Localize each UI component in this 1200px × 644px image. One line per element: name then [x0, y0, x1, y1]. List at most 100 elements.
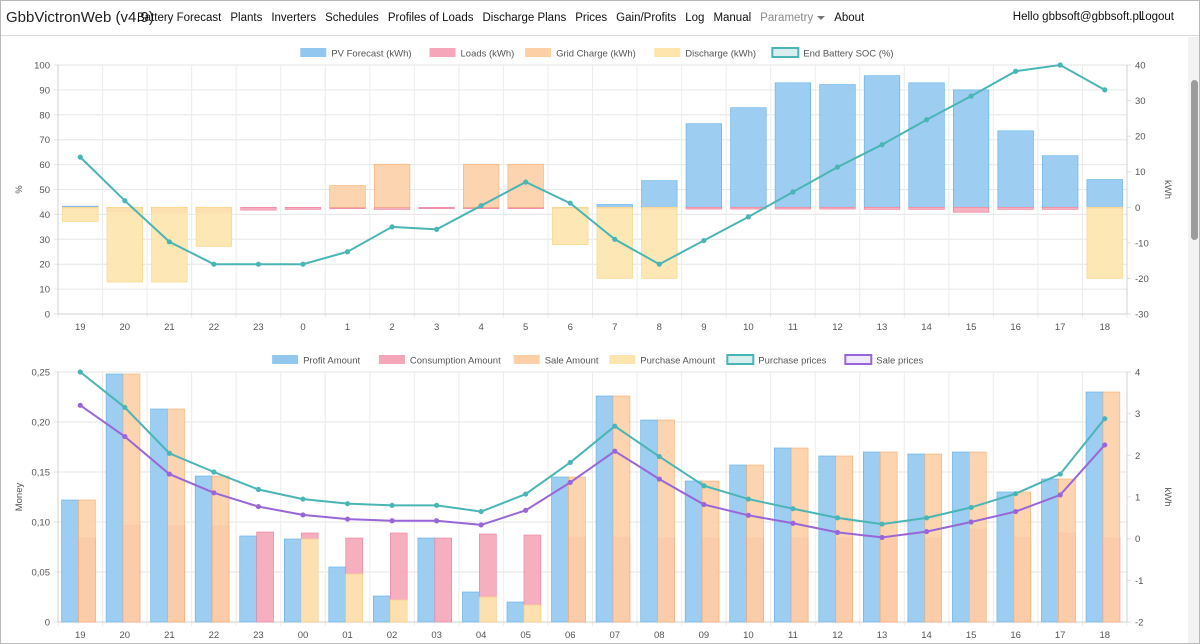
y-tick-right: -30 — [1135, 310, 1149, 321]
legend-swatch-profit-amount — [272, 355, 299, 364]
point-sale-prices — [567, 479, 573, 486]
point-end-battery-soc — [478, 203, 484, 209]
nav-battery-forecast[interactable]: Battery Forecast — [137, 12, 222, 24]
point-sale-prices — [834, 529, 841, 536]
legend-label-pv-forecast-kwh: PV Forecast (kWh) — [331, 49, 411, 60]
x-tick-label: 19 — [75, 630, 86, 641]
x-tick-label: 22 — [209, 322, 220, 333]
nav-inverters[interactable]: Inverters — [271, 12, 317, 24]
point-purchase-prices — [300, 496, 306, 502]
point-end-battery-soc — [344, 249, 351, 255]
point-sale-prices — [1102, 442, 1108, 448]
point-end-battery-soc — [300, 261, 306, 267]
point-sale-prices — [745, 512, 751, 518]
point-sale-prices — [612, 448, 618, 454]
navbar: GbbVictronWeb (v4.9) Battery Forecast Pl… — [0, 0, 1200, 36]
y-tick-right: 4 — [1135, 368, 1140, 379]
point-end-battery-soc — [968, 93, 974, 99]
point-purchase-prices — [389, 502, 395, 508]
brand-link[interactable]: GbbVictronWeb (v4.9) — [6, 9, 154, 26]
x-tick-label: 23 — [253, 322, 264, 333]
bar-discharge-kwh — [596, 206, 633, 279]
y-tick-left: 0 — [45, 618, 50, 629]
bar-loads-kwh — [863, 206, 901, 210]
bar-profit-amount — [462, 591, 480, 623]
x-tick-label: 5 — [523, 322, 528, 333]
point-purchase-prices — [968, 504, 974, 511]
x-tick-label: 14 — [921, 322, 932, 333]
point-sale-prices — [77, 402, 83, 408]
y-tick-left: 0,05 — [32, 568, 51, 579]
bar-pv-forecast-kwh — [952, 89, 990, 208]
nav-prices[interactable]: Prices — [575, 12, 608, 24]
point-sale-prices — [389, 518, 395, 524]
legend-swatch-sale-amount — [513, 355, 540, 364]
bar-sale-amount — [835, 455, 853, 623]
bar-sale-amount — [1058, 478, 1076, 623]
nav-discharge-plans[interactable]: Discharge Plans — [482, 12, 567, 24]
point-end-battery-soc — [656, 261, 662, 267]
nav-log[interactable]: Log — [685, 12, 705, 24]
x-tick-label: 09 — [699, 630, 710, 641]
point-end-battery-soc — [1057, 62, 1063, 68]
y-tick-left: 80 — [39, 110, 50, 121]
point-purchase-prices — [523, 491, 529, 497]
scrollbar-thumb[interactable] — [1191, 80, 1198, 240]
y-tick-right: 10 — [1135, 167, 1146, 178]
x-tick-label: 19 — [75, 322, 86, 333]
bar-sale-amount — [924, 453, 943, 623]
x-tick-label: 18 — [1099, 630, 1110, 641]
y-tick-left: 30 — [39, 235, 50, 246]
y-tick-right: -2 — [1135, 618, 1143, 629]
nav-manual[interactable]: Manual — [713, 12, 752, 24]
bar-pv-forecast-kwh — [863, 75, 901, 208]
nav-parametry-label: Parametry — [760, 12, 814, 24]
point-sale-prices — [255, 503, 262, 510]
nav-gain-profits[interactable]: Gain/Profits — [616, 12, 677, 24]
x-tick-label: 06 — [565, 630, 576, 641]
nav-parametry-dropdown[interactable]: Parametry — [760, 12, 826, 24]
point-purchase-prices — [77, 369, 83, 375]
point-end-battery-soc — [122, 198, 128, 204]
bar-sale-amount — [211, 475, 230, 623]
y-tick-right: -20 — [1135, 274, 1149, 285]
bar-sale-amount — [568, 476, 586, 623]
bar-pv-forecast-kwh — [685, 123, 722, 208]
point-end-battery-soc — [434, 226, 440, 232]
nav-schedules[interactable]: Schedules — [325, 12, 379, 24]
bar-loads-kwh — [418, 206, 455, 210]
x-tick-label: 17 — [1055, 630, 1066, 641]
y-tick-left: 100 — [34, 61, 50, 72]
point-purchase-prices — [1057, 471, 1063, 477]
bar-purchase-amount — [300, 538, 319, 623]
point-end-battery-soc — [745, 214, 751, 220]
x-tick-label: 16 — [1010, 322, 1021, 333]
bar-loads-kwh — [730, 206, 767, 210]
point-end-battery-soc — [1013, 68, 1019, 74]
x-tick-label: 2 — [389, 322, 394, 333]
x-tick-label: 12 — [832, 322, 843, 333]
nav-profiles-of-loads[interactable]: Profiles of Loads — [387, 12, 474, 24]
bar-profit-amount — [61, 499, 79, 623]
x-tick-label: 04 — [476, 630, 487, 641]
y-tick-right: 3 — [1135, 409, 1140, 420]
bar-profit-amount — [283, 538, 302, 623]
point-end-battery-soc — [923, 117, 930, 123]
y-tick-right: 2 — [1135, 451, 1140, 462]
x-tick-label: 7 — [612, 322, 617, 333]
nav-about[interactable]: About — [834, 12, 865, 24]
bar-loads-kwh — [373, 206, 411, 210]
bar-pv-forecast-kwh — [908, 82, 945, 208]
bar-sale-amount — [1102, 391, 1121, 623]
x-tick-label: 18 — [1099, 322, 1110, 333]
nav-plants[interactable]: Plants — [230, 12, 263, 24]
y-tick-right: 20 — [1135, 132, 1146, 143]
y-tick-right: 1 — [1135, 493, 1140, 504]
legend-swatch-end-battery-soc — [771, 47, 800, 58]
bar-loads-kwh — [685, 206, 722, 210]
x-tick-label: 0 — [300, 322, 305, 333]
logout-link[interactable]: Logout — [1138, 11, 1174, 23]
line-sale-prices — [79, 404, 1106, 539]
bar-loads-kwh — [240, 206, 277, 211]
bar-loads-kwh — [819, 206, 856, 210]
